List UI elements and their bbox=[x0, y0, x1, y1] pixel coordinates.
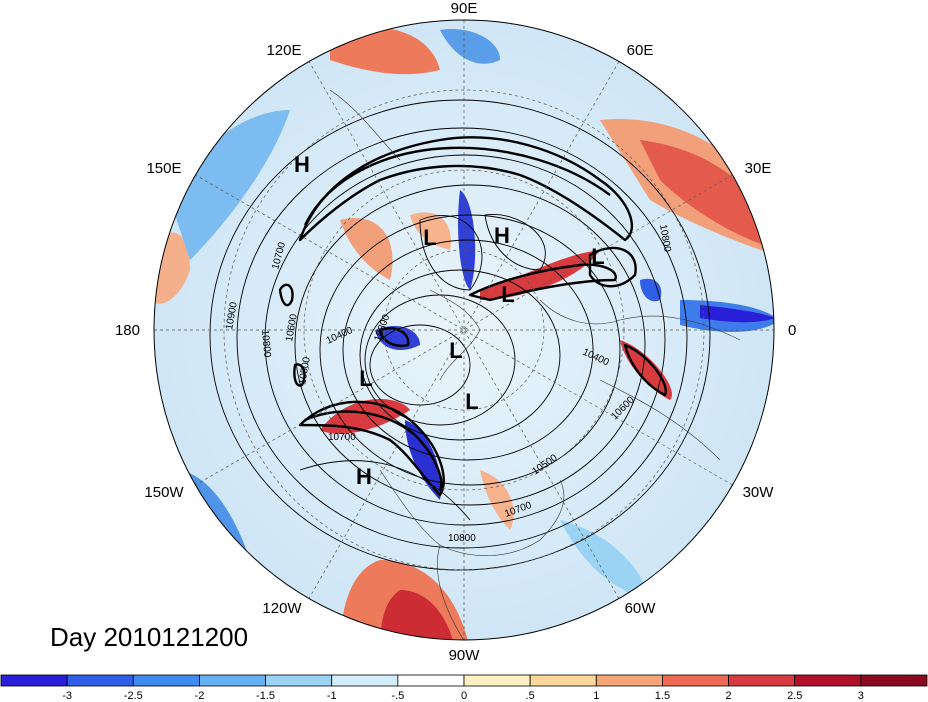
contour-label: 10900 bbox=[224, 301, 240, 331]
lon-label-90e: 90E bbox=[451, 0, 478, 17]
contour-label: 10600 bbox=[284, 313, 300, 343]
lon-label-120w: 120W bbox=[262, 600, 302, 617]
colorbar-box bbox=[0, 674, 68, 687]
lon-label-60e: 60E bbox=[627, 42, 654, 59]
low-center-marker: L bbox=[449, 338, 462, 363]
colorbar-box bbox=[199, 674, 266, 687]
colorbar-box bbox=[662, 674, 729, 687]
colorbar-box bbox=[132, 674, 200, 687]
colorbar-box bbox=[331, 674, 399, 687]
colorbar-tick-label: -.5 bbox=[391, 690, 404, 702]
colorbar-box bbox=[860, 674, 928, 687]
date-title: Day 2010121200 bbox=[50, 622, 249, 652]
high-center-marker: H bbox=[294, 152, 310, 177]
lon-label-120e: 120E bbox=[266, 42, 301, 59]
lon-label-0: 0 bbox=[788, 322, 796, 339]
low-center-marker: L bbox=[501, 282, 514, 307]
colorbar-tick-label: 3 bbox=[858, 690, 864, 702]
longitude-labels: 90E 60E 30E 0 30W 60W 90W 120W 150W 180 … bbox=[115, 0, 796, 664]
colorbar-tick-label: -3 bbox=[62, 690, 72, 702]
lon-label-90w: 90W bbox=[449, 647, 481, 664]
low-center-marker: L bbox=[591, 244, 604, 269]
pressure-centers: H H H L L L L L L bbox=[294, 152, 605, 489]
colorbar-tick-label: 0 bbox=[461, 690, 467, 702]
contour-label: 10800 bbox=[259, 329, 272, 358]
graticule bbox=[154, 20, 774, 640]
colorbar-tick-label: -1.5 bbox=[256, 690, 275, 702]
colorbar-tick-label: .5 bbox=[526, 690, 535, 702]
colorbar-tick-label: 1 bbox=[593, 690, 599, 702]
colorbar-box bbox=[595, 674, 663, 687]
colorbar-box bbox=[66, 674, 134, 687]
colorbar-tick-label: -1 bbox=[327, 690, 337, 702]
colorbar-box bbox=[794, 674, 862, 687]
colorbar-tick-label: 2.5 bbox=[787, 690, 802, 702]
colorbar-tick-label: 2 bbox=[726, 690, 732, 702]
colorbar-box bbox=[397, 674, 465, 687]
lon-label-150e: 150E bbox=[146, 160, 181, 177]
lon-label-60w: 60W bbox=[625, 600, 657, 617]
low-center-marker: L bbox=[359, 366, 372, 391]
colorbar-tick-label: -2 bbox=[195, 690, 205, 702]
colorbar-tick-label: 1.5 bbox=[655, 690, 670, 702]
contour-label: 10500 bbox=[297, 356, 313, 386]
contour-label: 10800 bbox=[448, 533, 476, 544]
colorbar-box bbox=[728, 674, 796, 687]
anomaly-shading bbox=[154, 20, 774, 640]
height-contours bbox=[209, 99, 711, 571]
lon-label-180: 180 bbox=[115, 322, 140, 339]
colorbar: -3 -2.5 -2 -1.5 -1 -.5 0 .5 1 1.5 2 2.5 3 bbox=[0, 674, 928, 702]
lon-label-150w: 150W bbox=[144, 484, 184, 501]
contour-label: 10700 bbox=[328, 432, 356, 443]
colorbar-box bbox=[265, 674, 333, 687]
high-center-marker: H bbox=[494, 223, 510, 248]
coastlines bbox=[329, 89, 741, 640]
map-boundary bbox=[153, 19, 775, 641]
low-center-marker: L bbox=[423, 225, 436, 250]
lon-label-30e: 30E bbox=[745, 160, 772, 177]
colorbar-box bbox=[463, 674, 531, 687]
low-center-marker: L bbox=[465, 389, 478, 414]
colorbar-tick-label: -2.5 bbox=[124, 690, 143, 702]
colorbar-boxes bbox=[0, 674, 928, 687]
contour-label: 10800 bbox=[657, 224, 673, 254]
high-center-marker: H bbox=[356, 464, 372, 489]
colorbar-box bbox=[529, 674, 597, 687]
lon-label-30w: 30W bbox=[743, 484, 775, 501]
colorbar-ticks: -3 -2.5 -2 -1.5 -1 -.5 0 .5 1 1.5 2 2.5 3 bbox=[62, 690, 864, 702]
